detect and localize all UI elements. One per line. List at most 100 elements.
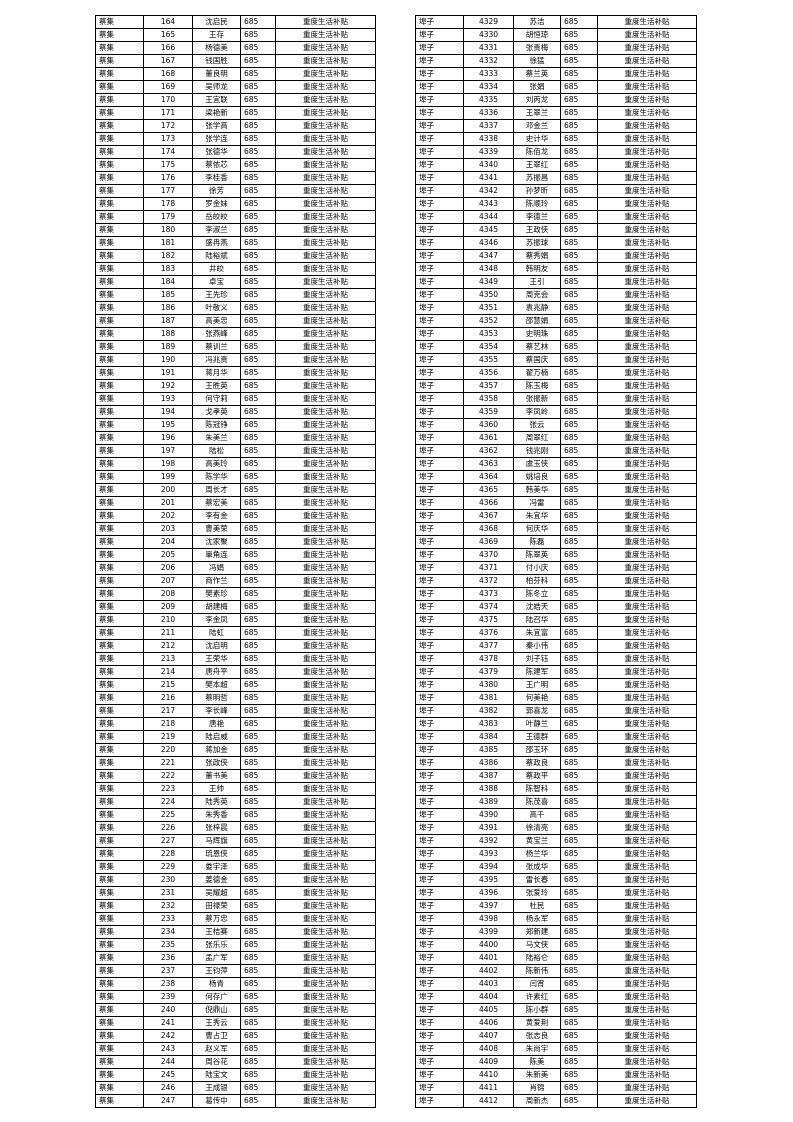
number-cell: 174 xyxy=(144,146,193,159)
subsidy-type-cell: 重度生活补贴 xyxy=(276,406,375,419)
name-cell: 蔡国庆 xyxy=(514,354,561,367)
name-cell: 高千 xyxy=(514,809,561,822)
town-cell: 蔡集 xyxy=(96,744,144,757)
town-cell: 蔡集 xyxy=(96,848,144,861)
amount-cell: 685 xyxy=(561,315,598,328)
amount-cell: 685 xyxy=(241,120,276,133)
name-cell: 王荣华 xyxy=(193,653,241,666)
name-cell: 董书美 xyxy=(193,770,241,783)
subsidy-type-cell: 重度生活补贴 xyxy=(276,146,375,159)
amount-cell: 685 xyxy=(241,367,276,380)
amount-cell: 685 xyxy=(561,822,598,835)
town-cell: 埠子 xyxy=(416,380,464,393)
subsidy-type-cell: 重度生活补贴 xyxy=(598,965,696,978)
subsidy-type-cell: 重度生活补贴 xyxy=(598,835,696,848)
number-cell: 180 xyxy=(144,224,193,237)
number-cell: 227 xyxy=(144,835,193,848)
subsidy-type-cell: 重度生活补贴 xyxy=(276,965,375,978)
number-cell: 4341 xyxy=(464,172,514,185)
number-cell: 4368 xyxy=(464,523,514,536)
name-cell: 雷长春 xyxy=(514,874,561,887)
town-cell: 埠子 xyxy=(416,497,464,510)
town-cell: 蔡集 xyxy=(96,406,144,419)
town-cell: 埠子 xyxy=(416,1082,464,1095)
name-cell: 虞玉侠 xyxy=(514,458,561,471)
name-cell: 陈茂喜 xyxy=(514,796,561,809)
number-cell: 215 xyxy=(144,679,193,692)
number-cell: 4347 xyxy=(464,250,514,263)
name-cell: 陈美 xyxy=(514,1056,561,1069)
number-cell: 231 xyxy=(144,887,193,900)
amount-cell: 685 xyxy=(241,211,276,224)
number-cell: 4394 xyxy=(464,861,514,874)
amount-cell: 685 xyxy=(241,731,276,744)
town-cell: 蔡集 xyxy=(96,445,144,458)
subsidy-type-cell: 重度生活补贴 xyxy=(598,146,696,159)
number-cell: 4384 xyxy=(464,731,514,744)
amount-cell: 685 xyxy=(561,185,598,198)
town-cell: 埠子 xyxy=(416,679,464,692)
subsidy-type-cell: 重度生活补贴 xyxy=(276,900,375,913)
amount-cell: 685 xyxy=(561,497,598,510)
subsidy-type-cell: 重度生活补贴 xyxy=(276,42,375,55)
name-cell: 岳皎皎 xyxy=(193,211,241,224)
town-cell: 埠子 xyxy=(416,627,464,640)
amount-cell: 685 xyxy=(241,640,276,653)
number-cell: 4409 xyxy=(464,1056,514,1069)
name-cell: 胡恒琼 xyxy=(514,29,561,42)
number-cell: 4338 xyxy=(464,133,514,146)
number-cell: 4395 xyxy=(464,874,514,887)
amount-cell: 685 xyxy=(561,900,598,913)
town-cell: 蔡集 xyxy=(96,887,144,900)
number-cell: 244 xyxy=(144,1056,193,1069)
amount-cell: 685 xyxy=(241,913,276,926)
town-cell: 埠子 xyxy=(416,81,464,94)
town-cell: 蔡集 xyxy=(96,393,144,406)
name-cell: 蔡明哲 xyxy=(193,692,241,705)
town-cell: 蔡集 xyxy=(96,627,144,640)
name-cell: 陆松 xyxy=(193,445,241,458)
name-cell: 徐猛 xyxy=(514,55,561,68)
subsidy-type-cell: 重度生活补贴 xyxy=(276,289,375,302)
number-cell: 226 xyxy=(144,822,193,835)
town-cell: 蔡集 xyxy=(96,354,144,367)
amount-cell: 685 xyxy=(561,887,598,900)
number-cell: 4353 xyxy=(464,328,514,341)
town-cell: 埠子 xyxy=(416,965,464,978)
amount-cell: 685 xyxy=(561,1095,598,1108)
number-cell: 216 xyxy=(144,692,193,705)
subsidy-type-cell: 重度生活补贴 xyxy=(598,42,696,55)
amount-cell: 685 xyxy=(241,783,276,796)
name-cell: 陈冬立 xyxy=(514,588,561,601)
number-cell: 4346 xyxy=(464,237,514,250)
subsidy-type-cell: 重度生活补贴 xyxy=(598,289,696,302)
amount-cell: 685 xyxy=(241,809,276,822)
subsidy-type-cell: 重度生活补贴 xyxy=(276,1030,375,1043)
subsidy-type-cell: 重度生活补贴 xyxy=(276,731,375,744)
name-cell: 田禄荣 xyxy=(193,900,241,913)
town-cell: 蔡集 xyxy=(96,757,144,770)
subsidy-type-cell: 重度生活补贴 xyxy=(598,1043,696,1056)
table-left: 蔡集 164 沈启民 685 重度生活补贴 蔡集 165 王存 685 重度生活补贴 蔡集 166 杨德… xyxy=(95,15,376,1108)
table-right: 埠子 4329 苏洁 685 重度生活补贴 埠子 4330 胡恒琼 685 重度生活补贴 埠子 433… xyxy=(415,15,697,1108)
town-cell: 蔡集 xyxy=(96,302,144,315)
number-cell: 4352 xyxy=(464,315,514,328)
name-cell: 冯娟 xyxy=(193,562,241,575)
amount-cell: 685 xyxy=(241,42,276,55)
name-cell: 张乐乐 xyxy=(193,939,241,952)
subsidy-type-cell: 重度生活补贴 xyxy=(276,549,375,562)
amount-cell: 685 xyxy=(241,653,276,666)
subsidy-type-cell: 重度生活补贴 xyxy=(598,601,696,614)
town-cell: 埠子 xyxy=(416,263,464,276)
name-cell: 叶敬义 xyxy=(193,302,241,315)
town-cell: 埠子 xyxy=(416,393,464,406)
number-cell: 4361 xyxy=(464,432,514,445)
amount-cell: 685 xyxy=(241,107,276,120)
number-cell: 187 xyxy=(144,315,193,328)
subsidy-type-cell: 重度生活补贴 xyxy=(276,55,375,68)
amount-cell: 685 xyxy=(241,887,276,900)
name-cell: 陈学华 xyxy=(193,471,241,484)
town-cell: 埠子 xyxy=(416,1030,464,1043)
subsidy-type-cell: 重度生活补贴 xyxy=(598,653,696,666)
subsidy-type-cell: 重度生活补贴 xyxy=(276,172,375,185)
